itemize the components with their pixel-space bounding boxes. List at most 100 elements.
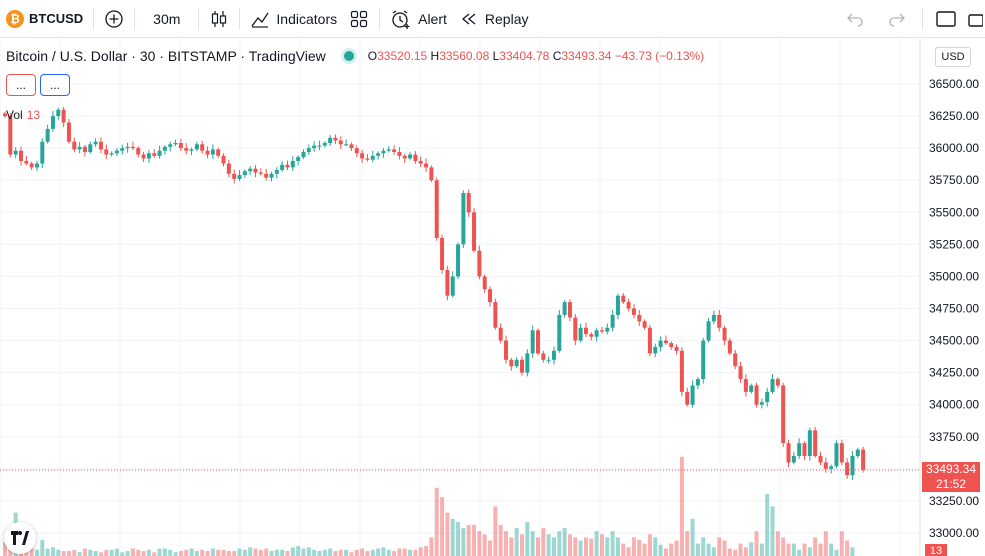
volume-bar [381,547,386,556]
volume-bar [733,549,738,556]
candle-body [88,144,93,152]
candle-body [845,462,850,476]
tradingview-logo[interactable] [4,522,36,554]
alert-button[interactable]: Alert [384,0,453,38]
volume-bar [781,537,786,556]
top-toolbar: ₿ BTCUSD 30m Indicators [0,0,985,38]
more-options-button[interactable]: ... [40,74,70,96]
volume-bar [424,546,429,556]
volume-bar [216,549,221,556]
candle-body [583,327,588,335]
volume-bar [621,543,626,556]
high-label: H [430,49,440,63]
candle-body [679,350,684,392]
volume-bar [738,543,743,556]
candle-body [440,237,445,271]
volume-bar [845,540,850,556]
volume-bar [669,543,674,556]
candle-body [818,456,823,463]
candle-body [445,270,450,296]
candle-body [285,164,290,168]
candle-body [722,327,727,341]
volume-bar [280,549,285,556]
symbol-search[interactable]: ₿ BTCUSD [0,0,89,38]
candle-body [615,295,620,315]
candle-body [66,122,71,142]
volume-bar [93,551,98,556]
close-label: C [552,49,562,63]
low-label: L [492,49,500,63]
low-value: 33404.78 [499,49,550,63]
candle-body [200,144,205,151]
change-value: −43.73 (−0.13%) [614,49,705,63]
fullscreen-button[interactable] [927,0,965,38]
volume-bar [498,525,503,556]
candle-body [589,334,594,337]
candle-body [333,137,338,141]
candle-body [114,150,119,154]
candle-body [578,327,583,341]
volume-bar [61,551,66,556]
market-status-dot[interactable] [343,51,354,61]
candle-body [408,154,413,159]
candle-body [40,141,45,164]
templates-button[interactable] [343,0,375,38]
candle-body [642,321,647,328]
price-tick-label: 33250.00 [929,494,979,508]
interval-button[interactable]: 30m [139,0,194,38]
volume-bar [402,548,407,556]
candle-body [306,148,311,152]
volume-bar [290,547,295,556]
undo-icon [847,13,863,27]
candle-body [82,146,87,152]
candle-body [109,153,114,155]
chart-type-button[interactable] [203,0,235,38]
candle-body [802,443,807,457]
volume-bar [221,549,226,556]
volume-bar [29,548,34,556]
indicators-button[interactable]: Indicators [244,0,343,38]
toolbar-divider [379,7,381,30]
candle-body [850,456,855,476]
currency-selector[interactable]: USD [935,47,971,67]
volume-bar [194,551,199,556]
volume-bar [445,512,450,556]
volume-bar [248,547,253,556]
candle-body [376,153,381,156]
replay-button[interactable]: Replay [453,0,535,38]
volume-bar [562,528,567,556]
price-chart[interactable]: 36500.00 36250.00 36000.00 35750.00 35500.00… [0,39,985,556]
volume-bar [56,549,61,556]
candle-body [733,353,738,367]
candle-body [754,385,759,405]
candle-body [493,302,498,328]
bitcoin-icon: ₿ [6,9,24,28]
compare-button[interactable] [98,0,130,38]
candle-body [344,144,349,146]
candle-body [50,116,55,129]
snapshot-button[interactable] [965,0,985,38]
redo-button[interactable] [876,0,918,38]
volume-bar [775,531,780,556]
series-settings-button[interactable]: ... [6,74,36,96]
price-tick-label: 36500.00 [929,77,979,91]
candle-body [738,366,743,380]
volume-bar [631,537,636,556]
price-tick-label: 34750.00 [929,302,979,316]
volume-bar [397,548,402,556]
candle-body [562,302,567,315]
candle-body [242,171,247,176]
volume-bar [264,548,269,556]
volume-bar [178,551,183,556]
undo-button[interactable] [834,0,876,38]
candle-body [216,149,221,156]
candle-body [338,140,343,145]
candle-body [386,149,391,151]
candle-body [370,155,375,160]
volume-bar [530,531,535,556]
candle-body [136,148,141,155]
volume-bar [786,543,791,556]
volume-bar [791,543,796,556]
volume-bar [120,552,125,556]
candle-body [418,160,423,164]
